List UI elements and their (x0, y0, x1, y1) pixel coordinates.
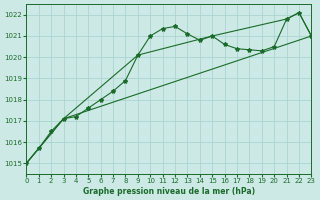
X-axis label: Graphe pression niveau de la mer (hPa): Graphe pression niveau de la mer (hPa) (83, 187, 255, 196)
